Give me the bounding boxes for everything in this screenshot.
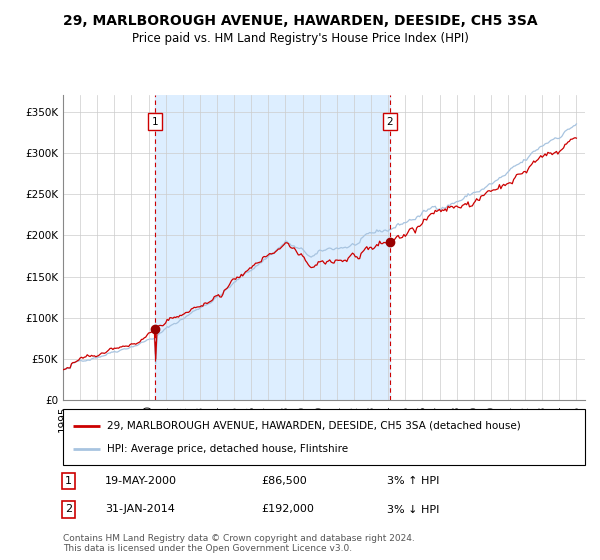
Text: 19-MAY-2000: 19-MAY-2000 [105,476,177,486]
Text: 1: 1 [65,476,72,486]
Text: 31-JAN-2014: 31-JAN-2014 [105,505,175,515]
Text: 29, MARLBOROUGH AVENUE, HAWARDEN, DEESIDE, CH5 3SA (detached house): 29, MARLBOROUGH AVENUE, HAWARDEN, DEESID… [107,421,521,431]
Text: 2: 2 [386,116,393,127]
Bar [155,95,389,400]
Text: £192,000: £192,000 [262,505,314,515]
Text: £86,500: £86,500 [262,476,307,486]
Text: Contains HM Land Registry data © Crown copyright and database right 2024.
This d: Contains HM Land Registry data © Crown c… [63,534,415,553]
Text: HPI: Average price, detached house, Flintshire: HPI: Average price, detached house, Flin… [107,444,349,454]
Text: 2: 2 [65,505,72,515]
Text: 29, MARLBOROUGH AVENUE, HAWARDEN, DEESIDE, CH5 3SA: 29, MARLBOROUGH AVENUE, HAWARDEN, DEESID… [62,14,538,28]
Text: 3% ↑ HPI: 3% ↑ HPI [386,476,439,486]
Text: 3% ↓ HPI: 3% ↓ HPI [386,505,439,515]
Text: Price paid vs. HM Land Registry's House Price Index (HPI): Price paid vs. HM Land Registry's House … [131,32,469,45]
Text: 1: 1 [152,116,158,127]
